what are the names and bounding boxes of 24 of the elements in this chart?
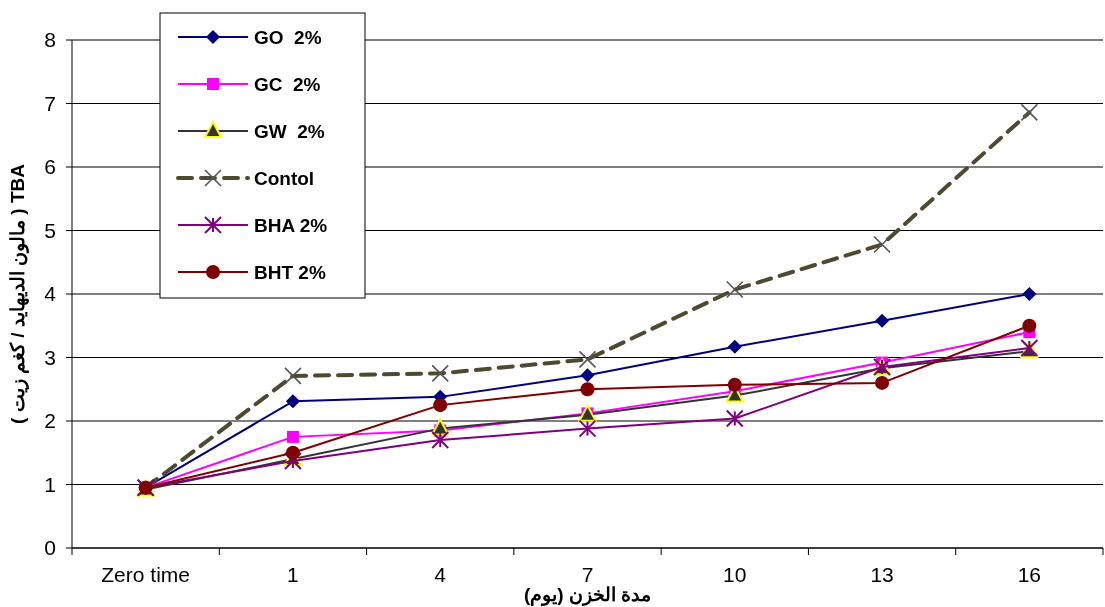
y-tick-label: 7 bbox=[44, 91, 56, 115]
legend-label: BHA 2% bbox=[254, 215, 328, 236]
x-tick-label: 13 bbox=[870, 563, 894, 586]
legend-label: GC 2% bbox=[254, 74, 321, 95]
y-tick-label: 1 bbox=[44, 472, 56, 496]
legend-label: GW 2% bbox=[254, 121, 325, 142]
y-tick-label: 6 bbox=[44, 155, 56, 178]
y-tick-label: 3 bbox=[44, 345, 56, 369]
legend-label: GO 2% bbox=[254, 27, 322, 48]
x-tick-label: 16 bbox=[1017, 563, 1042, 586]
x-tick-label: 1 bbox=[287, 563, 299, 586]
x-tick-label: 10 bbox=[723, 563, 747, 586]
y-tick-label: 4 bbox=[44, 282, 57, 305]
legend-label: Contol bbox=[254, 168, 315, 189]
x-tick-label: 7 bbox=[581, 563, 594, 586]
y-axis-title: TBA ( مالون الديهايد / كغم زيت ) bbox=[7, 163, 29, 424]
legend-label: BHT 2% bbox=[254, 262, 326, 283]
x-tick-label: Zero time bbox=[101, 563, 190, 586]
x-axis-title: مدة الخزن (يوم) bbox=[523, 584, 652, 606]
y-tick-label: 2 bbox=[44, 409, 56, 432]
y-tick-label: 0 bbox=[44, 536, 56, 559]
y-tick-label: 8 bbox=[44, 28, 56, 51]
y-tick-label: 5 bbox=[44, 218, 56, 242]
x-tick-label: 4 bbox=[434, 563, 447, 586]
